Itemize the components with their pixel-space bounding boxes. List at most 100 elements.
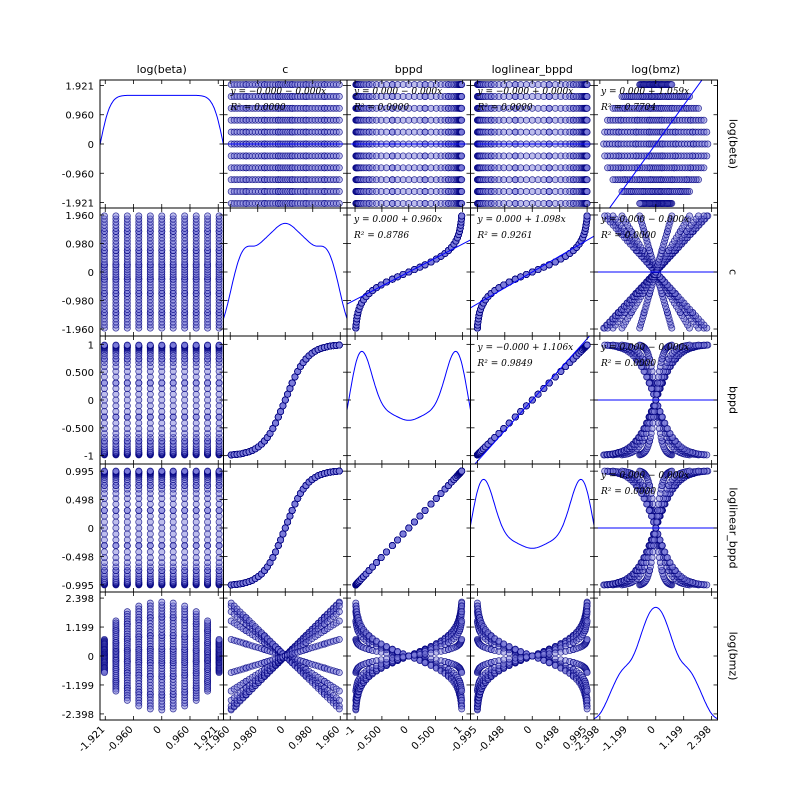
data-point xyxy=(383,199,390,207)
data-point xyxy=(204,212,212,220)
data-point xyxy=(277,408,285,415)
data-point xyxy=(517,188,525,195)
regression-r2: R² = 0.0000 xyxy=(477,103,533,113)
data-point xyxy=(528,116,536,124)
data-point xyxy=(505,176,513,184)
data-point xyxy=(112,379,120,387)
data-point xyxy=(421,199,429,207)
data-point xyxy=(458,152,466,160)
data-point xyxy=(534,116,542,124)
data-point xyxy=(528,152,536,160)
data-point xyxy=(517,152,525,160)
data-point xyxy=(522,128,530,136)
data-point xyxy=(335,152,343,160)
data-point xyxy=(146,419,154,427)
data-point xyxy=(169,396,177,404)
data-point xyxy=(522,152,530,160)
data-point xyxy=(204,402,212,410)
panel-content xyxy=(100,94,224,146)
data-point xyxy=(517,176,525,184)
data-point xyxy=(181,408,189,415)
data-point xyxy=(458,164,466,172)
data-point xyxy=(545,188,553,195)
data-point xyxy=(215,419,223,427)
data-point xyxy=(458,81,466,89)
data-point xyxy=(528,188,536,195)
data-point xyxy=(583,152,591,160)
data-point xyxy=(135,212,143,220)
regression-equation: y = −0.000 − 0.000x xyxy=(230,87,327,97)
data-point xyxy=(146,212,154,220)
data-point xyxy=(421,188,429,195)
data-point xyxy=(158,402,166,410)
panel-1-0 xyxy=(99,207,224,337)
data-point xyxy=(181,402,189,410)
data-point xyxy=(668,81,676,89)
data-point xyxy=(100,379,108,387)
data-point xyxy=(505,199,513,207)
data-point xyxy=(421,128,429,136)
data-point xyxy=(158,379,166,387)
data-point xyxy=(169,212,177,220)
data-point xyxy=(112,419,120,427)
data-point xyxy=(335,188,343,195)
data-point xyxy=(383,176,390,184)
data-point xyxy=(505,128,513,136)
data-point xyxy=(583,104,591,112)
data-point xyxy=(123,379,131,387)
data-point xyxy=(169,390,177,398)
data-point xyxy=(158,212,166,220)
data-point xyxy=(146,341,154,349)
panel-layer: y = −0.000 − 0.000x R² = 0.0000 y = 0.000 … xyxy=(99,79,718,721)
data-point xyxy=(158,419,166,427)
data-point xyxy=(169,341,177,349)
data-point xyxy=(522,176,530,184)
panel-2-0 xyxy=(99,335,224,465)
data-point xyxy=(695,212,702,220)
regression-r2: R² = 0.0000 xyxy=(230,103,286,113)
data-point xyxy=(636,199,644,207)
data-point xyxy=(583,116,591,124)
data-point xyxy=(545,199,553,207)
data-point xyxy=(399,128,407,136)
data-point xyxy=(192,402,200,410)
data-point xyxy=(146,408,154,415)
data-point xyxy=(383,152,390,160)
panel-content xyxy=(223,222,347,319)
data-point xyxy=(458,176,466,184)
data-point xyxy=(421,164,429,172)
data-point xyxy=(335,93,343,100)
data-point xyxy=(534,104,542,112)
data-point xyxy=(335,164,343,172)
data-point xyxy=(112,390,120,398)
data-point xyxy=(383,116,390,124)
data-point xyxy=(181,341,189,349)
regression-r2: R² = 0.8786 xyxy=(353,231,409,241)
data-point xyxy=(383,188,390,195)
data-point xyxy=(335,104,343,112)
regression-equation: y = 0.000 + 1.059x xyxy=(600,87,689,97)
data-point xyxy=(158,390,166,398)
data-point xyxy=(335,116,343,124)
data-point xyxy=(204,396,212,404)
data-point xyxy=(399,188,407,195)
data-point xyxy=(517,116,525,124)
data-point xyxy=(169,408,177,415)
data-point xyxy=(146,390,154,398)
regression-line xyxy=(608,80,703,208)
data-point xyxy=(458,188,466,195)
panel-content xyxy=(347,212,471,332)
panel-0-1: y = −0.000 − 0.000x R² = 0.0000 xyxy=(223,79,348,209)
data-point xyxy=(517,164,525,172)
data-point xyxy=(528,128,536,136)
data-point xyxy=(135,396,143,404)
data-point xyxy=(399,199,407,207)
data-point xyxy=(545,176,553,184)
data-point xyxy=(505,152,513,160)
data-point xyxy=(135,379,143,387)
density-curve xyxy=(100,94,224,146)
data-point xyxy=(204,341,212,349)
